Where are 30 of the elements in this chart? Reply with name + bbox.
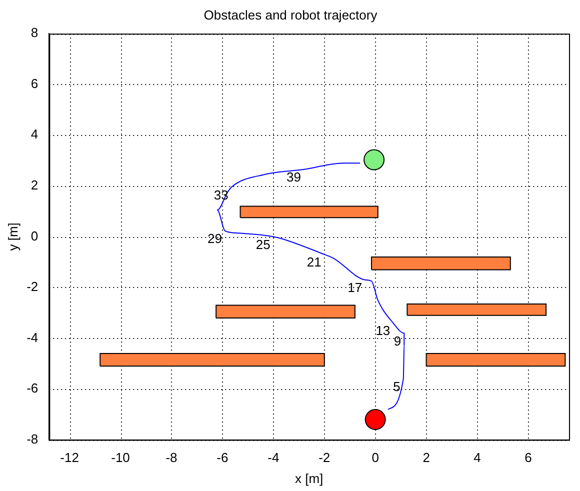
x-tick-label: 0: [372, 450, 379, 466]
x-tick-label: 4: [474, 450, 481, 466]
y-tick-label: -6: [26, 380, 38, 396]
y-tick-label: -4: [26, 330, 38, 345]
annotation: 17: [348, 280, 362, 295]
x-tick-label: -6: [216, 450, 228, 466]
y-tick-label: 4: [30, 126, 38, 142]
y-tick-label: 8: [30, 25, 38, 40]
y-tick-label: 0: [30, 228, 38, 244]
x-tick-label: 6: [524, 450, 532, 466]
annotation: 25: [256, 236, 270, 252]
x-tick-label: -12: [60, 450, 79, 466]
x-tick-label: -2: [318, 450, 330, 466]
x-tick-label: 2: [422, 450, 430, 466]
annotation: 39: [286, 170, 301, 184]
annotation: 9: [394, 333, 402, 348]
y-tick-label: -2: [26, 279, 38, 294]
x-tick-label: -10: [111, 450, 130, 466]
y-tick-label: -8: [26, 431, 38, 446]
x-tick-label: -4: [268, 450, 280, 466]
chart-title: Obstacles and robot trajectory: [204, 7, 378, 22]
annotation: 5: [393, 378, 400, 394]
x-tick-label: -8: [166, 450, 178, 466]
y-tick-label: 2: [30, 178, 38, 193]
y-tick-label: 6: [30, 76, 38, 91]
annotation: 21: [306, 254, 322, 270]
annotation: 29: [208, 230, 222, 246]
x-axis-title: x [m]: [294, 470, 324, 486]
annotation: 13: [376, 323, 390, 338]
y-axis-title: y [m]: [5, 222, 20, 251]
